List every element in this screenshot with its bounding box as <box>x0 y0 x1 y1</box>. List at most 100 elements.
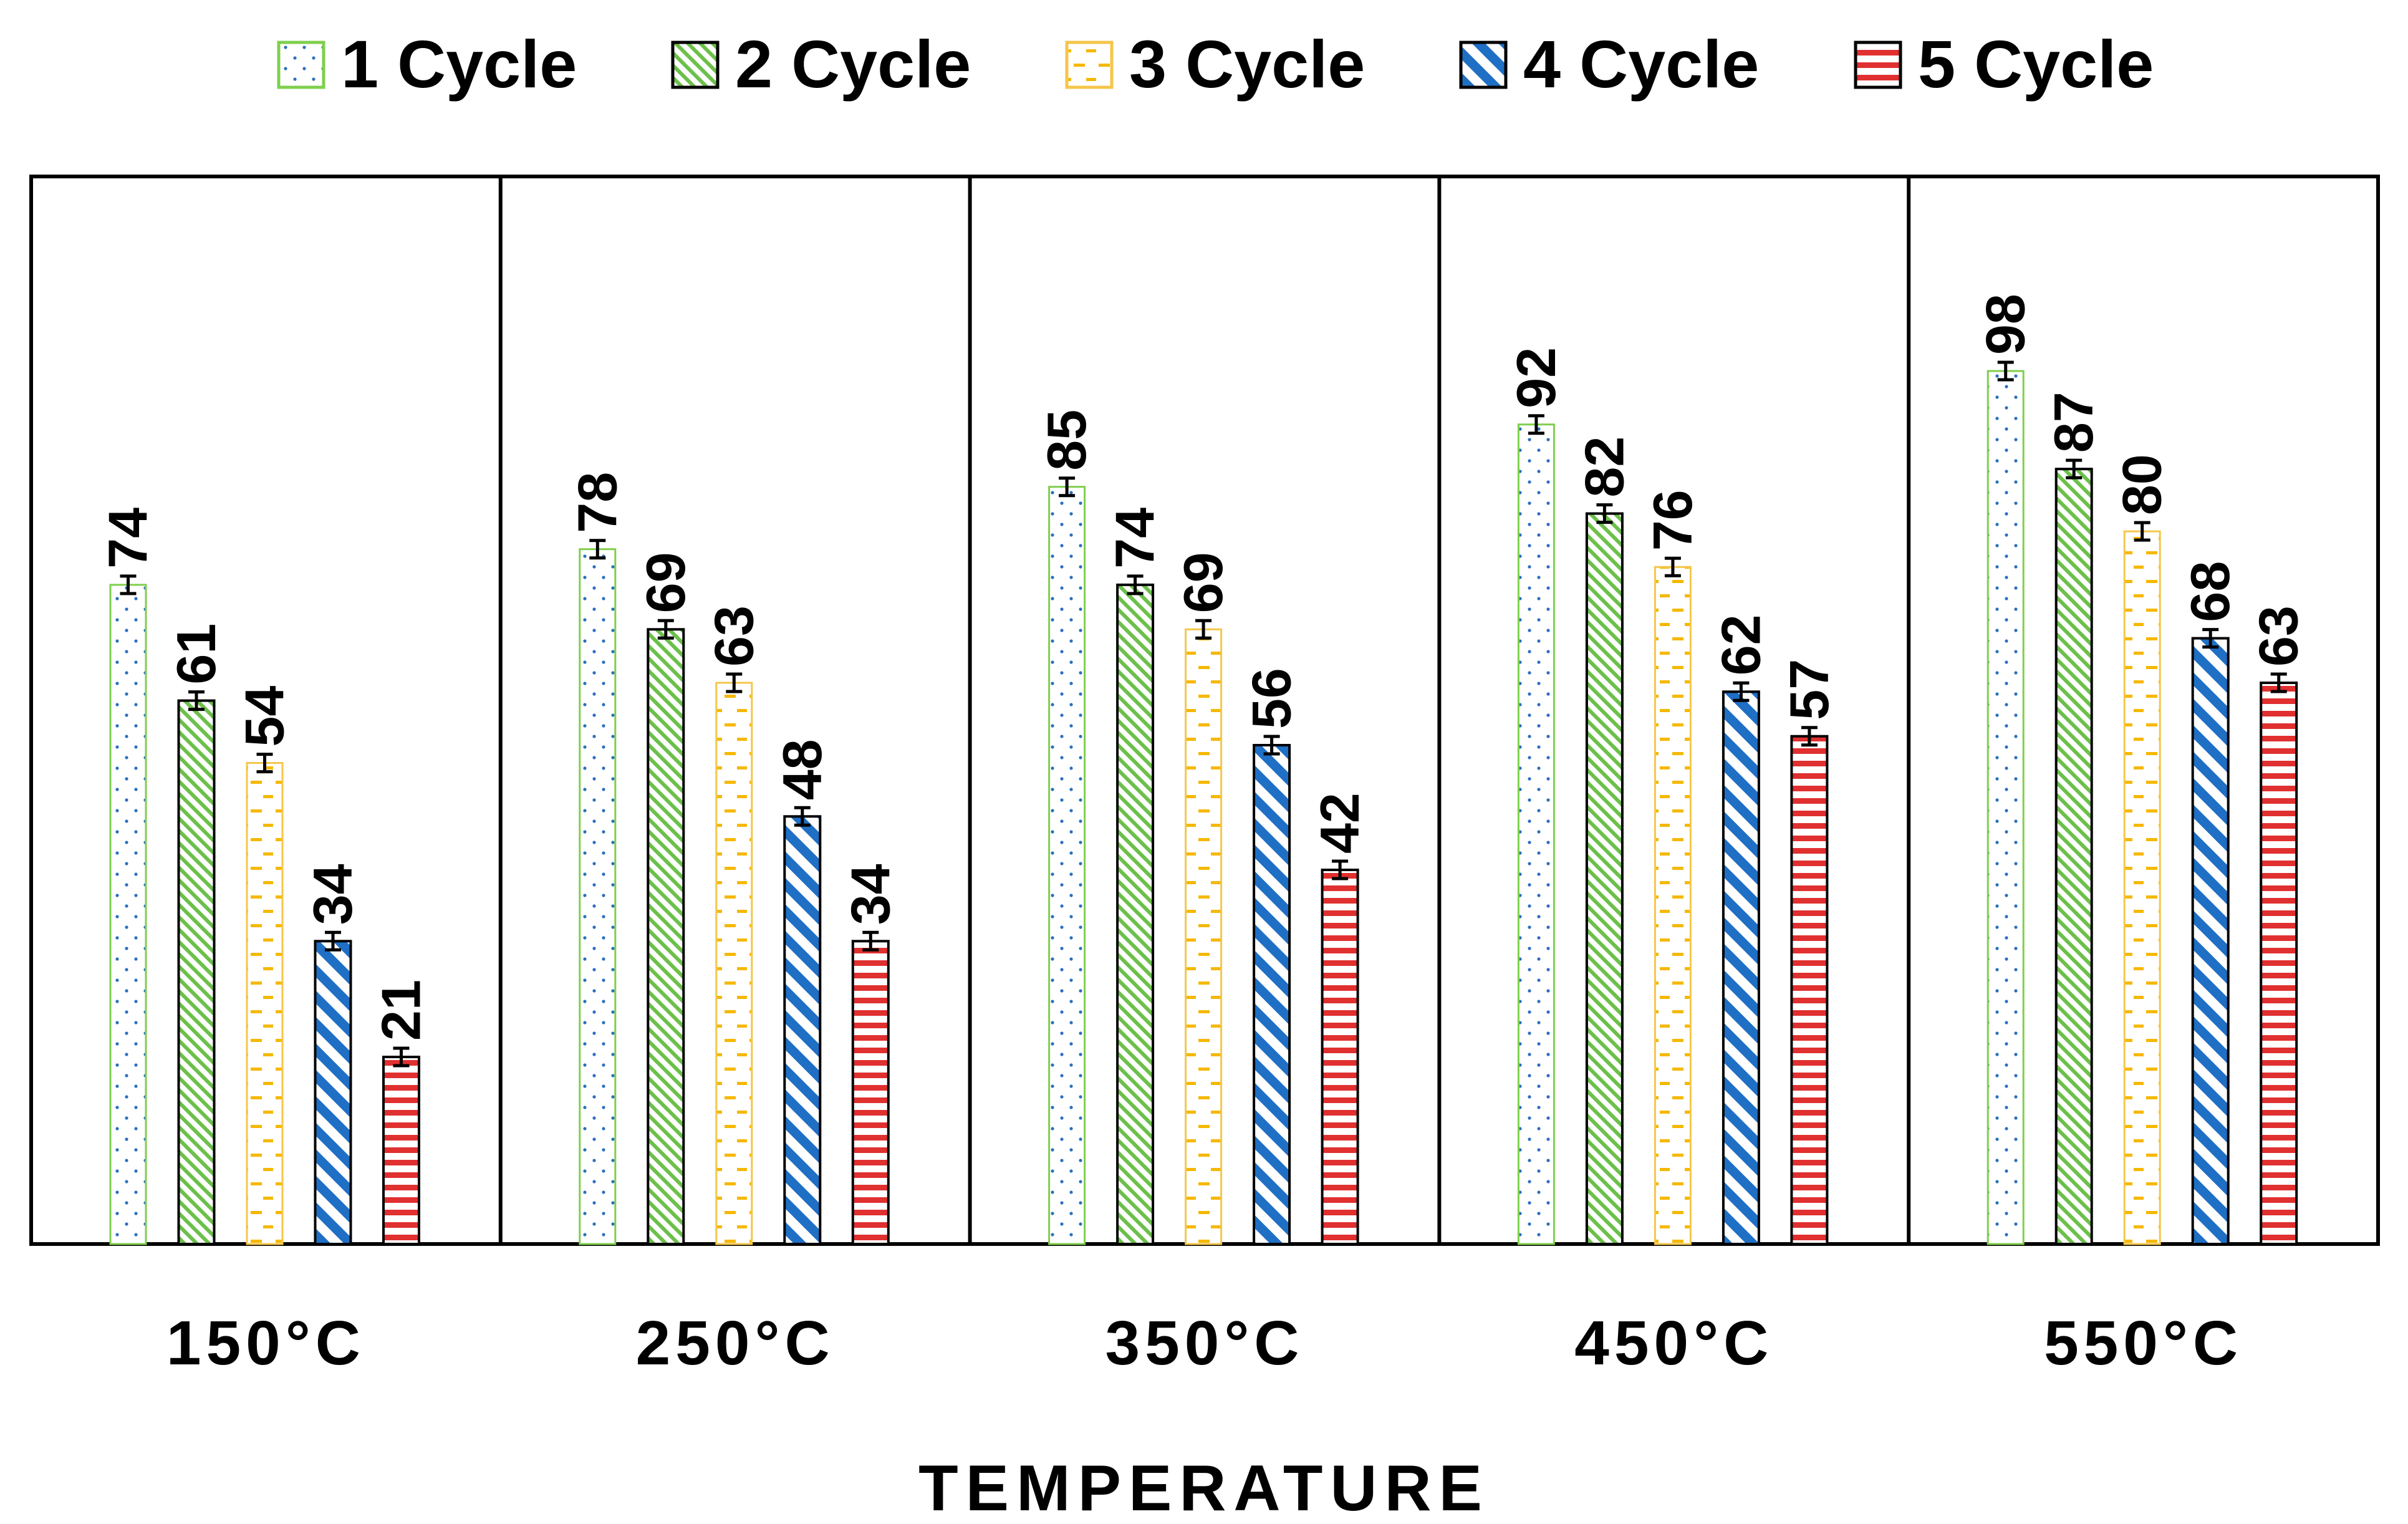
data-label-2-cycle-4: 87 <box>2043 392 2104 453</box>
legend-item-5-cycle: 5 Cycle <box>1854 26 2154 102</box>
legend: 1 Cycle 2 Cycle 3 Cycle 4 Cycle 5 Cycle <box>277 26 2154 102</box>
error-bar-5-cycle-3 <box>1801 726 1818 747</box>
error-bars <box>120 360 2287 1068</box>
bar-2-cycle-4 <box>2054 468 2093 1246</box>
data-label-3-cycle-0: 54 <box>234 686 296 747</box>
error-bar-2-cycle-1 <box>657 619 674 640</box>
data-label-1-cycle-2: 85 <box>1036 410 1097 471</box>
data-label-1-cycle-1: 78 <box>566 472 628 533</box>
x-tick-label-4: 550°C <box>2044 1308 2243 1378</box>
legend-item-1-cycle: 1 Cycle <box>277 26 577 102</box>
bar-5-cycle-1 <box>851 940 890 1246</box>
legend-swatch-5-cycle <box>1854 41 1902 89</box>
error-bar-4-cycle-2 <box>1263 735 1280 756</box>
data-label-5-cycle-4: 63 <box>2248 605 2309 667</box>
legend-swatch-2-cycle <box>671 41 720 89</box>
bar-1-cycle-0 <box>109 584 147 1245</box>
bar-5-cycle-0 <box>382 1056 420 1245</box>
legend-swatch-4-cycle <box>1459 41 1508 89</box>
error-bar-1-cycle-4 <box>1997 360 2014 382</box>
data-label-2-cycle-0: 61 <box>165 624 227 685</box>
data-label-4-cycle-0: 34 <box>302 864 364 925</box>
data-label-4-cycle-3: 62 <box>1710 614 1771 675</box>
error-bar-2-cycle-2 <box>1127 574 1144 596</box>
data-label-2-cycle-3: 82 <box>1573 436 1635 498</box>
error-bar-3-cycle-3 <box>1664 556 1681 577</box>
error-bar-1-cycle-1 <box>589 539 606 560</box>
data-label-4-cycle-4: 68 <box>2179 561 2241 622</box>
error-bar-4-cycle-1 <box>794 806 811 827</box>
legend-label-5-cycle: 5 Cycle <box>1918 26 2154 102</box>
bar-4-cycle-3 <box>1722 690 1760 1246</box>
bar-3-cycle-0 <box>246 762 284 1245</box>
data-label-4-cycle-1: 48 <box>771 739 833 800</box>
legend-label-2-cycle: 2 Cycle <box>735 26 971 102</box>
error-bar-2-cycle-3 <box>1596 503 1613 524</box>
data-label-3-cycle-1: 63 <box>703 605 764 667</box>
legend-label-4-cycle: 4 Cycle <box>1523 26 1759 102</box>
error-bar-1-cycle-3 <box>1528 414 1544 435</box>
bar-2-cycle-3 <box>1585 512 1624 1245</box>
data-label-3-cycle-2: 69 <box>1172 552 1234 613</box>
data-label-4-cycle-2: 56 <box>1241 668 1303 729</box>
data-label-1-cycle-3: 92 <box>1505 347 1567 408</box>
bar-5-cycle-4 <box>2260 682 2298 1245</box>
error-bar-4-cycle-3 <box>1733 681 1750 702</box>
bar-1-cycle-3 <box>1517 423 1555 1245</box>
bar-5-cycle-2 <box>1321 869 1359 1245</box>
data-label-1-cycle-0: 74 <box>97 508 159 569</box>
error-bar-3-cycle-1 <box>726 672 743 693</box>
error-bar-5-cycle-1 <box>862 930 879 952</box>
error-bar-5-cycle-2 <box>1332 859 1349 880</box>
data-label-5-cycle-2: 42 <box>1309 793 1370 854</box>
bar-4-cycle-4 <box>2191 637 2230 1245</box>
error-bar-4-cycle-4 <box>2202 628 2219 649</box>
bar-4-cycle-0 <box>314 940 352 1246</box>
data-label-2-cycle-2: 74 <box>1104 508 1166 569</box>
error-bar-5-cycle-0 <box>393 1046 410 1068</box>
data-label-5-cycle-0: 21 <box>370 980 432 1041</box>
legend-label-3-cycle: 3 Cycle <box>1129 26 1365 102</box>
legend-label-1-cycle: 1 Cycle <box>341 26 577 102</box>
error-bar-3-cycle-2 <box>1195 619 1212 640</box>
data-label-1-cycle-4: 98 <box>1975 294 2036 355</box>
legend-item-2-cycle: 2 Cycle <box>671 26 971 102</box>
data-label-2-cycle-1: 69 <box>635 552 696 613</box>
error-bar-3-cycle-4 <box>2134 521 2150 542</box>
bar-4-cycle-1 <box>783 815 822 1246</box>
error-bar-4-cycle-0 <box>325 930 341 952</box>
data-labels: 7478859298616974828754636976803448566268… <box>97 294 2309 1041</box>
error-bar-2-cycle-4 <box>2066 458 2083 480</box>
error-bar-1-cycle-2 <box>1059 476 1076 498</box>
error-bar-5-cycle-4 <box>2270 672 2287 693</box>
bars <box>109 370 2298 1246</box>
data-label-5-cycle-3: 57 <box>1778 659 1840 720</box>
error-bar-1-cycle-0 <box>120 574 137 596</box>
x-axis-ticks: 150°C 250°C 350°C 450°C 550°C <box>166 1308 2243 1378</box>
bar-1-cycle-1 <box>579 548 617 1245</box>
bar-2-cycle-0 <box>177 699 216 1245</box>
legend-swatch-1-cycle <box>277 41 325 89</box>
bar-2-cycle-1 <box>647 628 685 1245</box>
bar-3-cycle-1 <box>715 682 753 1245</box>
bar-4-cycle-2 <box>1253 744 1291 1245</box>
panel-dividers <box>498 176 1911 1244</box>
data-label-5-cycle-1: 34 <box>839 864 901 925</box>
x-tick-label-2: 350°C <box>1105 1308 1304 1378</box>
data-label-3-cycle-3: 76 <box>1642 490 1703 551</box>
error-bar-3-cycle-0 <box>256 753 273 774</box>
bar-3-cycle-4 <box>2123 530 2161 1245</box>
bar-2-cycle-2 <box>1116 583 1155 1245</box>
x-tick-label-0: 150°C <box>166 1308 365 1378</box>
x-axis-title: TEMPERATURE <box>918 1452 1490 1524</box>
bar-5-cycle-3 <box>1790 735 1829 1245</box>
x-tick-label-1: 250°C <box>636 1308 835 1378</box>
data-label-3-cycle-4: 80 <box>2111 454 2173 515</box>
bar-3-cycle-2 <box>1185 628 1223 1245</box>
legend-item-4-cycle: 4 Cycle <box>1459 26 1759 102</box>
error-bar-2-cycle-0 <box>188 690 205 711</box>
bar-3-cycle-3 <box>1654 566 1692 1245</box>
legend-item-3-cycle: 3 Cycle <box>1065 26 1365 102</box>
x-tick-label-3: 450°C <box>1574 1308 1773 1378</box>
